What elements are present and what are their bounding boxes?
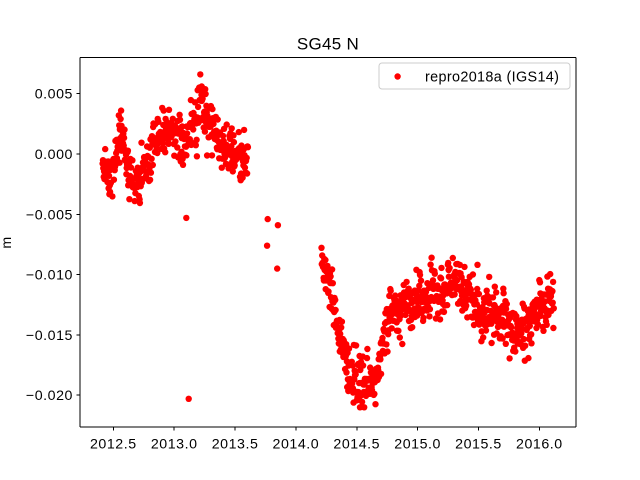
svg-text:0.005: 0.005: [35, 87, 73, 103]
svg-text:2013.5: 2013.5: [212, 436, 259, 452]
svg-text:repro2018a (IGS14): repro2018a (IGS14): [425, 70, 559, 86]
svg-text:2016.0: 2016.0: [516, 436, 563, 452]
svg-text:SG45 N: SG45 N: [297, 35, 359, 54]
svg-text:m: m: [0, 236, 15, 248]
svg-text:2014.5: 2014.5: [333, 436, 380, 452]
svg-text:−0.010: −0.010: [26, 268, 73, 284]
svg-text:−0.015: −0.015: [26, 328, 73, 344]
svg-text:2014.0: 2014.0: [273, 436, 320, 452]
svg-text:0.000: 0.000: [35, 147, 73, 163]
svg-text:2012.5: 2012.5: [90, 436, 137, 452]
svg-text:−0.005: −0.005: [26, 207, 73, 223]
svg-text:2015.5: 2015.5: [455, 436, 502, 452]
svg-text:−0.020: −0.020: [26, 388, 73, 404]
svg-text:2013.0: 2013.0: [151, 436, 198, 452]
svg-text:2015.0: 2015.0: [394, 436, 441, 452]
